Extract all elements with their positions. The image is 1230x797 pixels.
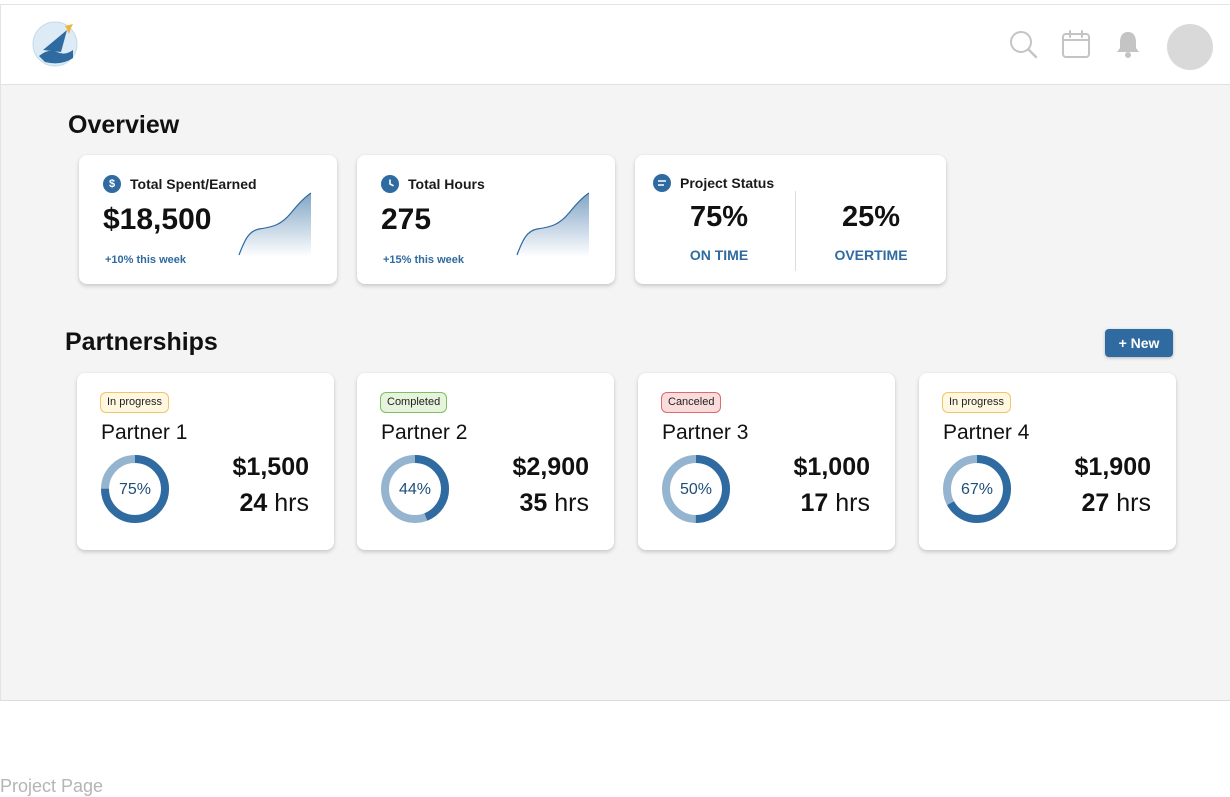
donut-percentage: 67% xyxy=(961,481,993,498)
progress-donut: 44% xyxy=(381,455,449,523)
progress-donut: 50% xyxy=(662,455,730,523)
partner-hours-value: 27 xyxy=(1081,489,1110,517)
top-bar xyxy=(1,5,1230,85)
donut-percentage: 50% xyxy=(680,481,712,498)
dollar-icon: $ xyxy=(103,175,121,193)
project-status-label-row: Project Status xyxy=(653,174,774,192)
calendar-icon[interactable] xyxy=(1061,29,1091,59)
partner-hours: 35 hrs xyxy=(520,489,590,518)
total-hours-label-row: Total Hours xyxy=(381,175,485,193)
total-hours-delta: +15% this week xyxy=(383,254,465,266)
partner-hours-value: 17 xyxy=(800,489,829,517)
total-hours-value: 275 xyxy=(381,203,432,236)
overtime-pct: 25% xyxy=(841,201,901,233)
spent-sparkline xyxy=(238,192,312,257)
partner-hours: 17 hrs xyxy=(801,489,871,518)
donut-fill xyxy=(662,455,730,523)
partnerships-title: Partnerships xyxy=(65,328,218,356)
status-badge: Canceled xyxy=(661,392,722,413)
partner-name: Partner 1 xyxy=(101,421,188,444)
partner-hours-unit: hrs xyxy=(835,489,870,517)
status-badge: Completed xyxy=(380,392,448,413)
project-status-label: Project Status xyxy=(680,175,775,191)
partner-name: Partner 2 xyxy=(381,421,468,444)
partner-card[interactable]: Completed Partner 2 44% $2,900 35 hrs xyxy=(357,373,614,550)
partner-hours: 27 hrs xyxy=(1082,489,1152,518)
overtime-label: OVERTIME xyxy=(834,247,908,263)
progress-donut: 67% xyxy=(943,455,1011,523)
clock-icon xyxy=(381,175,399,193)
donut-fill xyxy=(381,455,449,523)
donut-percentage: 44% xyxy=(399,481,431,498)
partner-name: Partner 3 xyxy=(662,421,749,444)
total-spent-value: $18,500 xyxy=(103,203,212,236)
status-badge: In progress xyxy=(942,392,1012,413)
bell-icon[interactable] xyxy=(1113,29,1143,59)
total-spent-label-row: $ Total Spent/Earned xyxy=(103,175,257,193)
total-hours-label: Total Hours xyxy=(408,176,485,192)
total-spent-card[interactable]: $ Total Spent/Earned $18,500 +10% this w… xyxy=(79,155,337,284)
partner-hours-unit: hrs xyxy=(1116,489,1151,517)
hours-sparkline xyxy=(516,192,590,257)
partner-amount: $2,900 xyxy=(512,453,589,481)
partner-hours-unit: hrs xyxy=(554,489,589,517)
partner-card[interactable]: In progress Partner 4 67% $1,900 27 hrs xyxy=(919,373,1176,550)
page-caption: Project Page xyxy=(0,776,104,796)
status-divider xyxy=(795,191,796,271)
donut-fill xyxy=(943,455,1011,523)
progress-donut: 75% xyxy=(101,455,169,523)
total-spent-delta: +10% this week xyxy=(105,254,187,266)
partner-hours-unit: hrs xyxy=(274,489,309,517)
overview-title: Overview xyxy=(68,111,180,139)
partner-amount: $1,500 xyxy=(232,453,309,481)
partner-hours-value: 35 xyxy=(519,489,548,517)
donut-fill xyxy=(101,455,169,523)
status-badge: In progress xyxy=(100,392,170,413)
donut-percentage: 75% xyxy=(119,481,151,498)
search-icon[interactable] xyxy=(1008,29,1038,59)
app-window: Overview $ Total Spent/Earned $18,500 +1… xyxy=(0,4,1230,701)
on-time-label: ON TIME xyxy=(689,247,749,263)
total-hours-card[interactable]: Total Hours 275 +15% this week xyxy=(357,155,615,284)
partner-card[interactable]: Canceled Partner 3 50% $1,000 17 hrs xyxy=(638,373,895,550)
partner-amount: $1,900 xyxy=(1074,453,1151,481)
project-status-card[interactable]: Project Status 75% ON TIME 25% OVERTIME xyxy=(635,155,946,284)
on-time-pct: 75% xyxy=(689,201,749,233)
partner-hours-value: 24 xyxy=(239,489,268,517)
partner-name: Partner 4 xyxy=(943,421,1030,444)
partner-card[interactable]: In progress Partner 1 75% $1,500 24 hrs xyxy=(77,373,334,550)
partner-hours: 24 hrs xyxy=(240,489,310,518)
logo[interactable] xyxy=(31,20,79,68)
avatar[interactable] xyxy=(1167,24,1213,70)
list-icon xyxy=(653,174,671,192)
total-spent-label: Total Spent/Earned xyxy=(130,176,257,192)
new-partnership-button[interactable]: + New xyxy=(1105,329,1173,357)
partner-amount: $1,000 xyxy=(793,453,870,481)
